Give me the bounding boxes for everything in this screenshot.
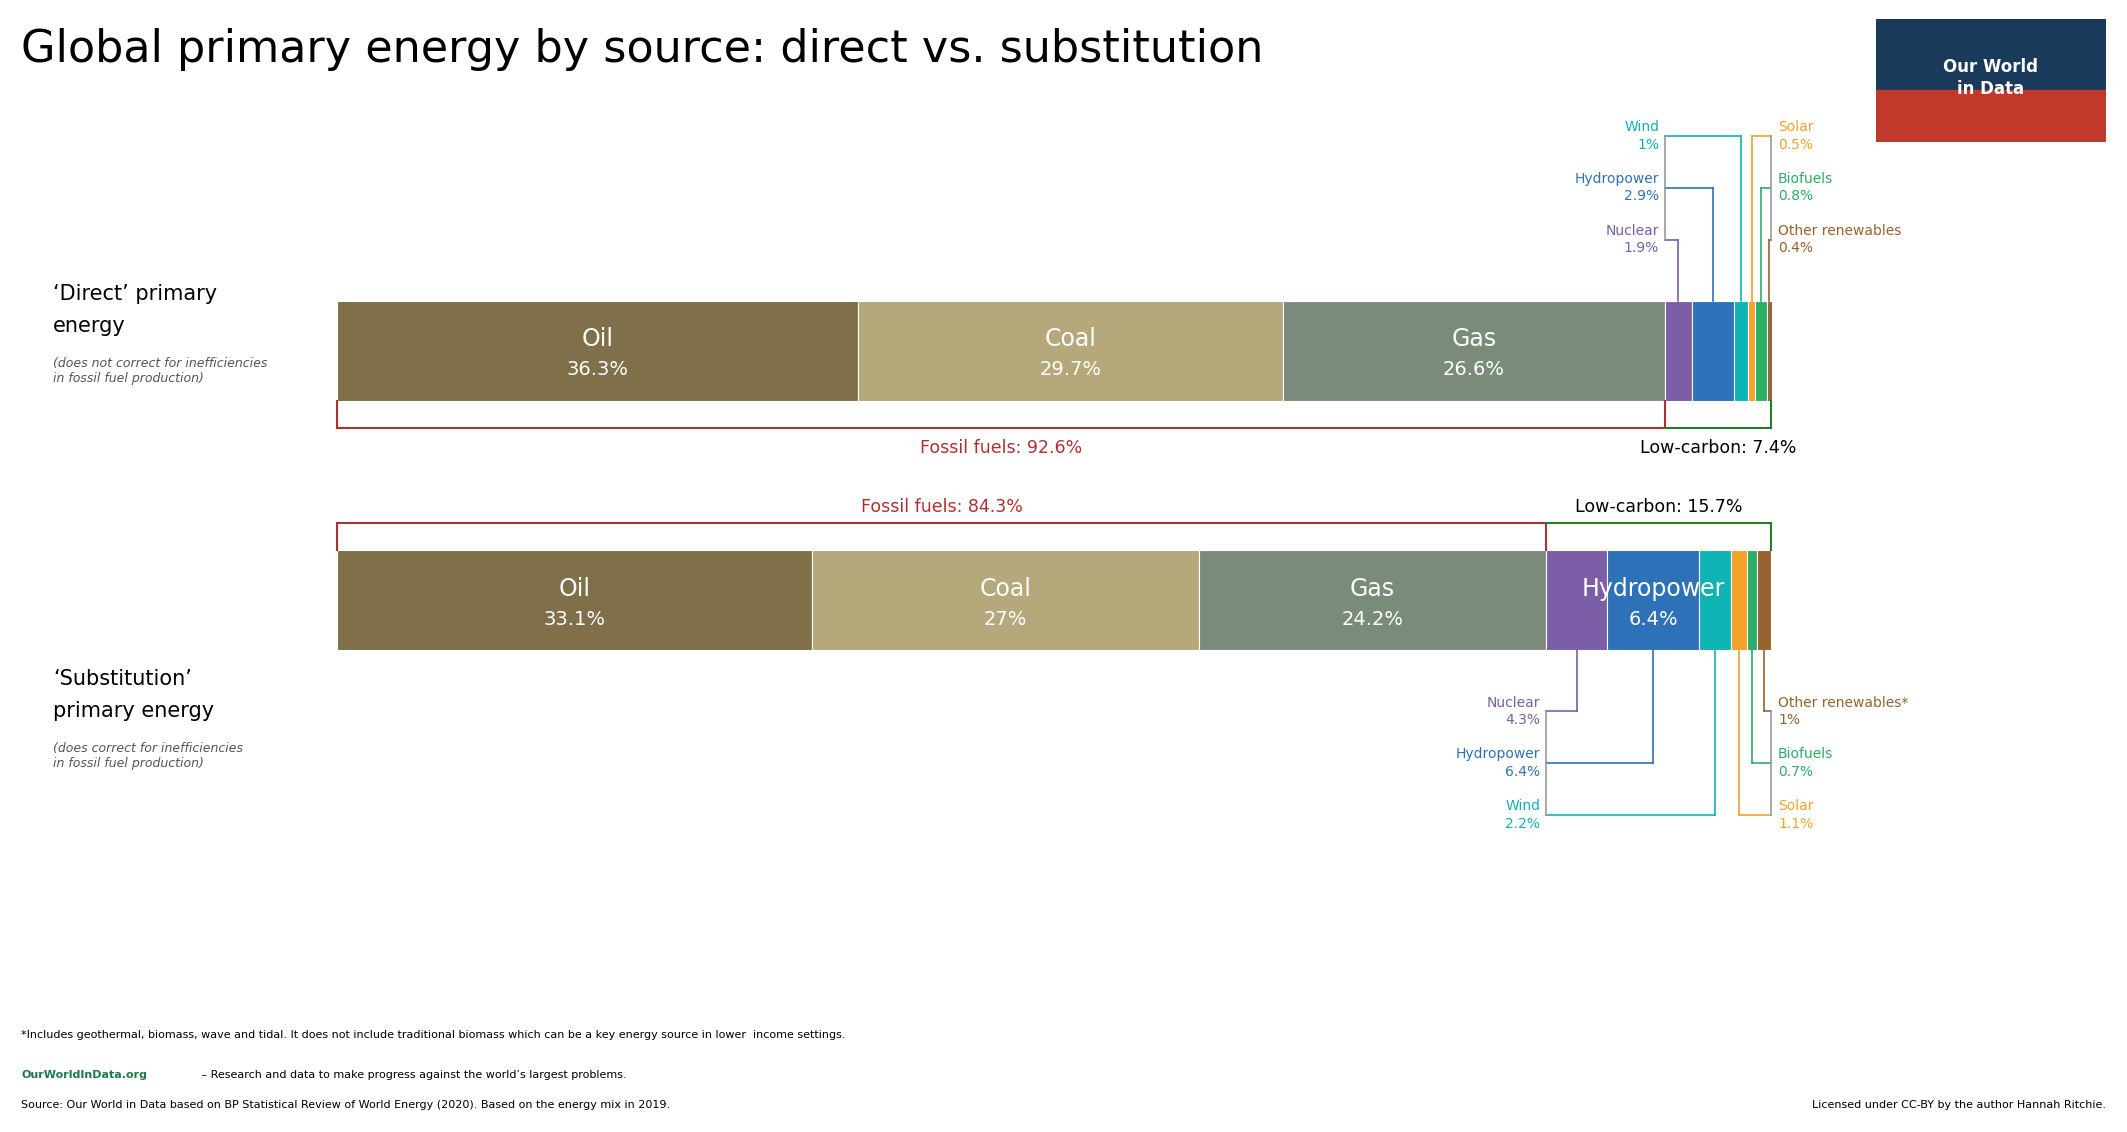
Text: Oil: Oil — [581, 327, 613, 351]
Text: Licensed under CC-BY by the author Hannah Ritchie.: Licensed under CC-BY by the author Hanna… — [1812, 1100, 2106, 1110]
Text: energy: energy — [53, 316, 125, 336]
Bar — [1200, 550, 1546, 650]
Bar — [1755, 301, 1768, 401]
Bar — [1746, 550, 1757, 650]
Text: Solar
1.1%: Solar 1.1% — [1778, 799, 1814, 831]
Text: ‘Direct’ primary: ‘Direct’ primary — [53, 284, 217, 305]
Text: 36.3%: 36.3% — [566, 360, 627, 379]
Text: Coal: Coal — [1044, 327, 1095, 351]
Bar — [1748, 301, 1755, 401]
Text: Nuclear
4.3%: Nuclear 4.3% — [1487, 696, 1540, 727]
Text: Wind
2.2%: Wind 2.2% — [1506, 799, 1540, 831]
Bar — [1734, 301, 1748, 401]
Bar — [1608, 550, 1699, 650]
Bar — [1757, 550, 1772, 650]
Text: Biofuels
0.8%: Biofuels 0.8% — [1778, 172, 1833, 204]
Text: OurWorldInData.org: OurWorldInData.org — [21, 1070, 147, 1080]
Text: Other renewables*
1%: Other renewables* 1% — [1778, 696, 1908, 727]
Text: Fossil fuels: 84.3%: Fossil fuels: 84.3% — [861, 498, 1023, 516]
Text: Low-carbon: 7.4%: Low-carbon: 7.4% — [1640, 439, 1795, 457]
Bar — [336, 550, 813, 650]
Text: Hydropower
2.9%: Hydropower 2.9% — [1574, 172, 1659, 204]
Bar — [1665, 301, 1693, 401]
Text: Hydropower
6.4%: Hydropower 6.4% — [1455, 747, 1540, 779]
Text: Gas: Gas — [1351, 576, 1395, 601]
Bar — [1283, 301, 1665, 401]
Text: Solar
0.5%: Solar 0.5% — [1778, 120, 1814, 152]
Text: (does correct for inefficiencies
in fossil fuel production): (does correct for inefficiencies in foss… — [53, 743, 242, 770]
Text: Wind
1%: Wind 1% — [1625, 120, 1659, 152]
Text: Coal: Coal — [978, 576, 1032, 601]
Bar — [1693, 301, 1734, 401]
Bar — [336, 301, 857, 401]
Bar — [1876, 19, 2106, 91]
Text: Hydropower: Hydropower — [1582, 576, 1725, 601]
Bar — [1876, 91, 2106, 142]
Bar — [1768, 301, 1772, 401]
Text: primary energy: primary energy — [53, 701, 215, 721]
Bar — [1731, 550, 1746, 650]
Text: Nuclear
1.9%: Nuclear 1.9% — [1606, 224, 1659, 255]
Bar — [813, 550, 1200, 650]
Text: Our World
in Data: Our World in Data — [1944, 58, 2038, 98]
Text: 26.6%: 26.6% — [1442, 360, 1506, 379]
Text: Biofuels
0.7%: Biofuels 0.7% — [1778, 747, 1833, 779]
Text: Source: Our World in Data based on BP Statistical Review of World Energy (2020).: Source: Our World in Data based on BP St… — [21, 1100, 670, 1110]
Text: Fossil fuels: 92.6%: Fossil fuels: 92.6% — [919, 439, 1083, 457]
Text: 33.1%: 33.1% — [542, 610, 606, 628]
Text: – Research and data to make progress against the world’s largest problems.: – Research and data to make progress aga… — [198, 1070, 627, 1080]
Text: 24.2%: 24.2% — [1342, 610, 1404, 628]
Text: 29.7%: 29.7% — [1040, 360, 1102, 379]
Text: *Includes geothermal, biomass, wave and tidal. It does not include traditional b: *Includes geothermal, biomass, wave and … — [21, 1030, 847, 1040]
Text: ‘Substitution’: ‘Substitution’ — [53, 669, 191, 689]
Bar — [1699, 550, 1731, 650]
Text: (does not correct for inefficiencies
in fossil fuel production): (does not correct for inefficiencies in … — [53, 358, 268, 385]
Text: Oil: Oil — [559, 576, 591, 601]
Bar — [857, 301, 1283, 401]
Text: Gas: Gas — [1451, 327, 1497, 351]
Text: 27%: 27% — [983, 610, 1027, 628]
Text: Low-carbon: 15.7%: Low-carbon: 15.7% — [1574, 498, 1742, 516]
Bar — [1546, 550, 1608, 650]
Text: Other renewables
0.4%: Other renewables 0.4% — [1778, 224, 1902, 255]
Text: 6.4%: 6.4% — [1629, 610, 1678, 628]
Text: Global primary energy by source: direct vs. substitution: Global primary energy by source: direct … — [21, 28, 1263, 71]
